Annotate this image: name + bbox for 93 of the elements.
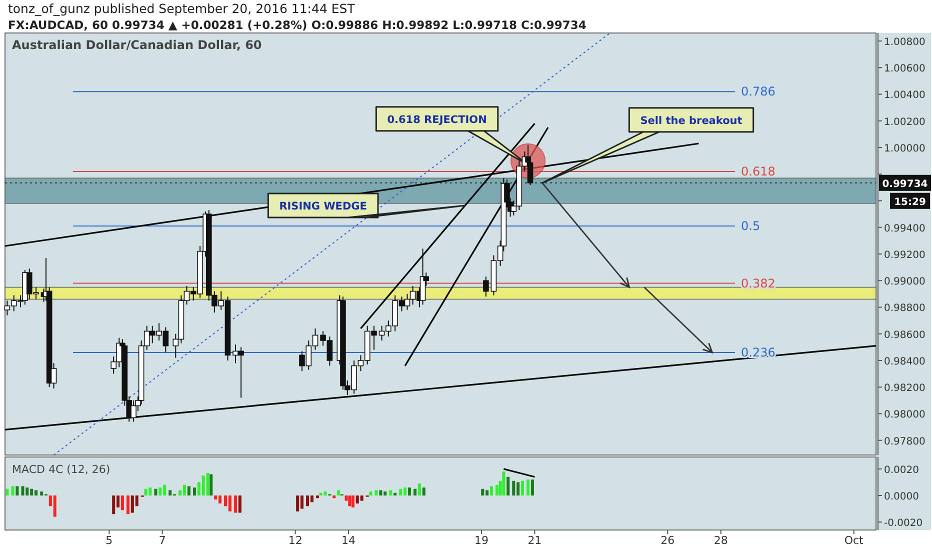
y-tick-label: 1.00400 (884, 90, 926, 102)
bar (234, 495, 237, 513)
chart-title: tonz_of_gunz published September 20, 2016 11:44 EST (8, 1, 356, 16)
x-tick-label: 14 (342, 534, 356, 547)
bar (348, 495, 352, 506)
annotation: 0.618 REJECTION (387, 114, 487, 126)
bar (214, 495, 218, 500)
y-tick-label: 1.00000 (884, 143, 926, 154)
bar (300, 495, 304, 509)
bar (306, 495, 310, 506)
bar (310, 495, 314, 502)
bar (192, 488, 196, 496)
bar (112, 495, 116, 514)
bar (120, 495, 124, 510)
bar (506, 476, 510, 496)
bar (332, 495, 336, 498)
y-tick-label: -0.0020 (884, 518, 923, 530)
bar (512, 480, 516, 496)
bar (210, 474, 213, 496)
bar (481, 488, 484, 496)
bar (521, 480, 524, 496)
bar (168, 490, 172, 496)
bar (40, 492, 44, 496)
y-tick-label: 0.98400 (884, 356, 926, 368)
y-tick-label: 1.00600 (884, 64, 926, 75)
x-tick-label: 12 (288, 534, 302, 547)
bar (379, 490, 382, 496)
bar (360, 495, 364, 501)
bar (187, 486, 190, 496)
y-tick-label: 0.0020 (884, 464, 919, 476)
y-tick-label: 0.98200 (884, 383, 926, 394)
bar (144, 488, 148, 496)
y-tick-label: 1.00200 (884, 116, 926, 128)
bar (6, 488, 9, 496)
chart-subtitle: FX:AUDCAD, 60 0.99734 ▲ +0.00281 (+0.28%) O:0.99886 H:0.99892 L:0.99718 C:0.99734 (8, 18, 586, 32)
bar (490, 486, 493, 496)
bar (158, 488, 162, 496)
annotation: 0.382 (741, 276, 776, 290)
x-tick-label: 28 (714, 534, 728, 547)
bar (316, 495, 319, 498)
bar (206, 472, 210, 496)
annotation: 0.786 (741, 84, 776, 99)
annotation: Sell the breakout (640, 114, 742, 127)
bar (374, 490, 378, 496)
bar (496, 484, 499, 496)
bar (369, 492, 372, 496)
bar (526, 480, 530, 496)
x-tick-label: 26 (660, 534, 675, 547)
y-tick-label: 0.99000 (884, 276, 926, 288)
bar (324, 492, 327, 496)
bar (11, 486, 14, 496)
bar (218, 495, 222, 504)
y-tick-label: 0.99200 (884, 250, 926, 261)
y-tick-label: 0.99400 (884, 223, 926, 234)
bar (21, 486, 24, 496)
x-tick-label: 5 (106, 534, 113, 547)
bar (126, 495, 130, 514)
bar (530, 480, 534, 496)
bar (389, 490, 392, 496)
y-tick-label: 0.0000 (884, 491, 919, 502)
x-tick-label: 19 (474, 534, 488, 547)
annotation: Australian Dollar/Canadian Dollar, 60 (12, 38, 262, 52)
y-tick-label: 0.98800 (884, 303, 926, 314)
bar (502, 472, 506, 496)
bar (154, 488, 158, 496)
bar (408, 488, 411, 496)
y-tick-label: 0.98600 (884, 330, 926, 341)
bar (394, 492, 397, 496)
bar (238, 495, 242, 513)
y-tick-label: 0.98000 (884, 410, 926, 421)
bar (414, 488, 417, 496)
bar (418, 484, 421, 496)
annotation: 0.5 (741, 219, 760, 234)
bar (16, 486, 19, 496)
y-tick-label: 0.97800 (884, 436, 926, 448)
candlestick (483, 276, 489, 298)
bar (53, 495, 56, 517)
annotation: 0.618 (741, 164, 776, 178)
bar (337, 490, 340, 496)
annotation: 0.236 (741, 345, 776, 360)
bar (399, 488, 402, 496)
bar (351, 495, 354, 508)
x-tick-label: 21 (528, 534, 542, 547)
bar (228, 495, 232, 512)
x-tick-label: Oct (844, 534, 864, 547)
bar (296, 495, 300, 512)
ref-line-label: 0.99734 (882, 178, 928, 190)
x-tick-label: 7 (158, 534, 166, 547)
y-tick-label: 1.00800 (884, 36, 926, 48)
text: 15:29 (894, 196, 926, 208)
text: MACD 4C (12, 26) (12, 463, 110, 476)
bar (422, 488, 426, 496)
annotation: RISING WEDGE (279, 200, 367, 213)
